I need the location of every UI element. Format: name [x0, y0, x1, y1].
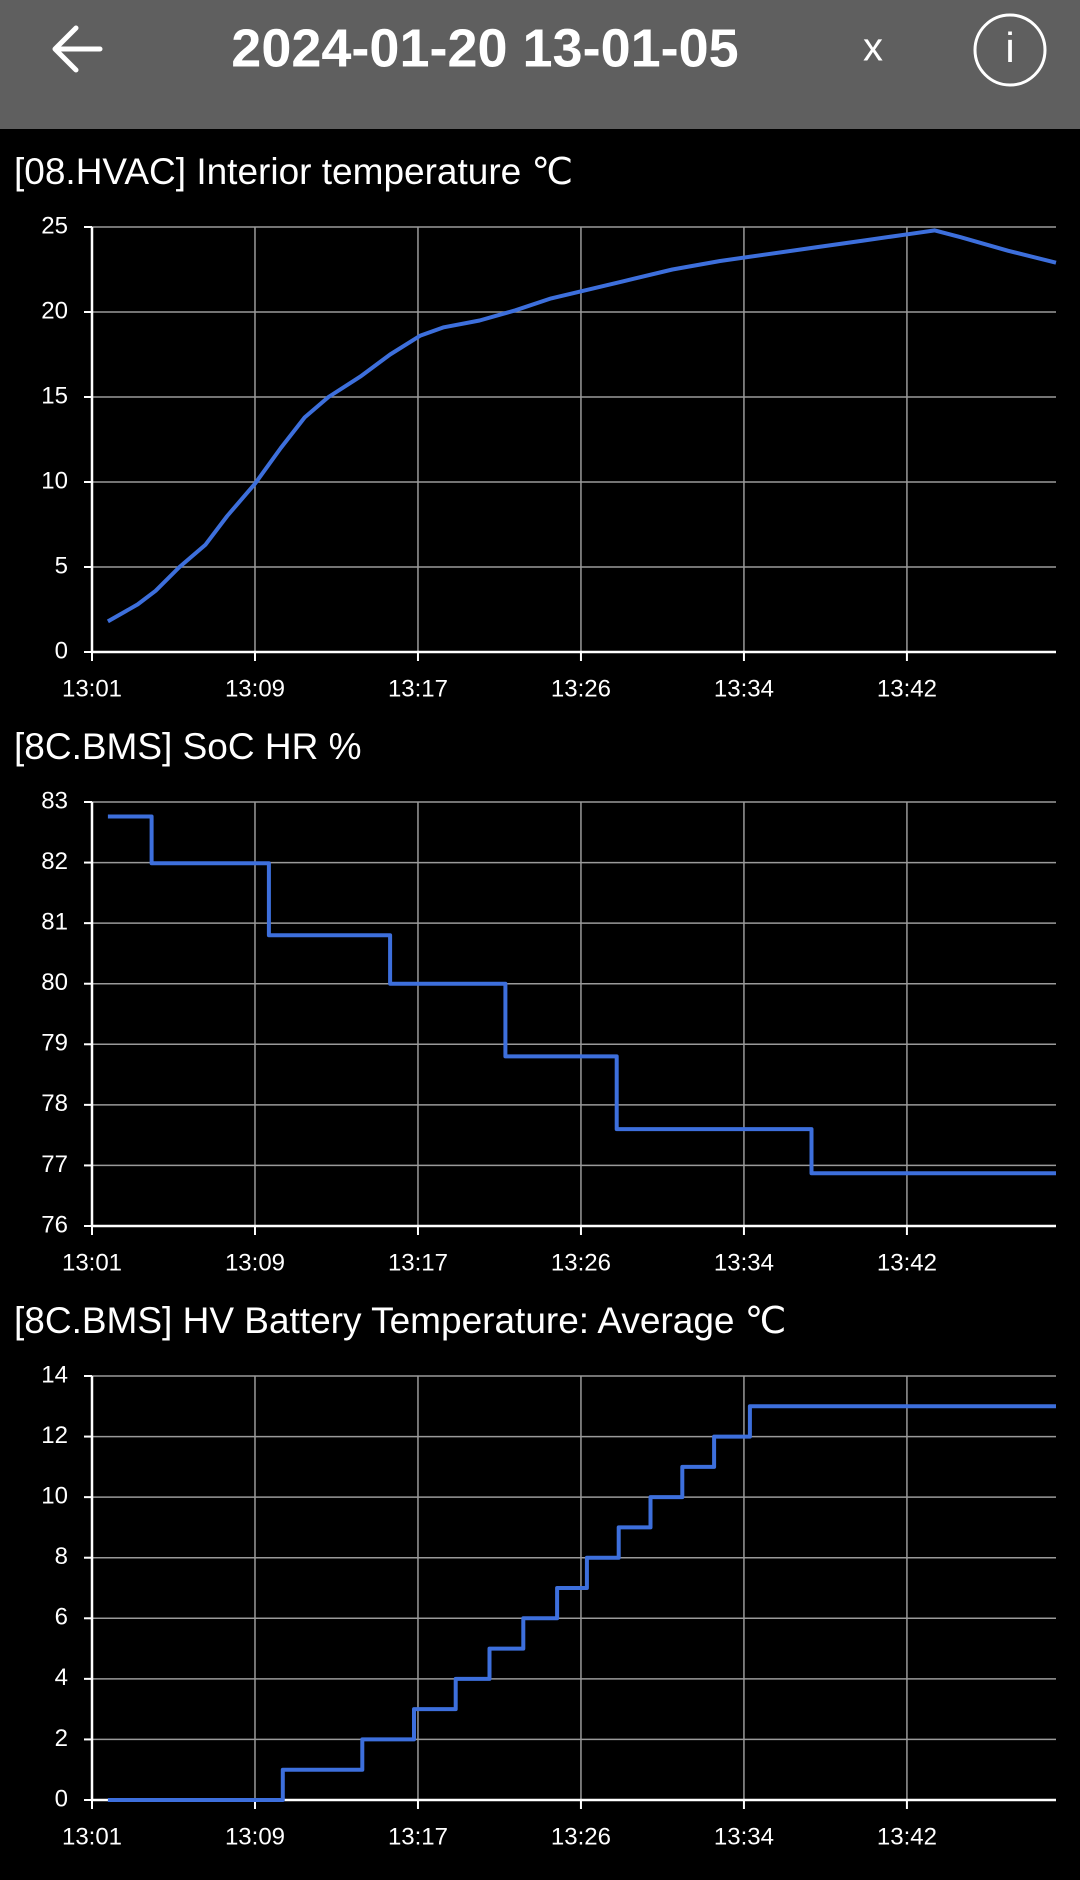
- x-tick-label: 13:42: [877, 1823, 937, 1850]
- chart-title: [8C.BMS] HV Battery Temperature: Average…: [14, 1300, 786, 1341]
- y-tick-label: 81: [41, 908, 68, 935]
- y-tick-label: 82: [41, 848, 68, 875]
- y-tick-label: 83: [41, 787, 68, 814]
- y-tick-label: 5: [55, 552, 68, 579]
- back-button[interactable]: [52, 25, 103, 73]
- x-tick-label: 13:26: [551, 1823, 611, 1850]
- y-tick-label: 10: [41, 467, 68, 494]
- screen-title: 2024-01-20 13-01-05: [231, 18, 738, 78]
- x-tick-label: 13:42: [877, 1249, 937, 1276]
- back-arrow[interactable]: [52, 25, 103, 73]
- y-tick-label: 78: [41, 1090, 68, 1117]
- data-line: [107, 814, 1056, 1176]
- y-tick-label: 76: [41, 1211, 68, 1238]
- chart-title: [08.HVAC] Interior temperature ℃: [14, 151, 573, 192]
- chart-title: [8C.BMS] SoC HR %: [14, 726, 361, 767]
- y-tick-label: 20: [41, 297, 68, 324]
- x-tick-label: 13:34: [714, 1823, 774, 1850]
- x-tick-label: 13:42: [877, 675, 937, 702]
- x-tick-label: 13:17: [388, 1249, 448, 1276]
- y-tick-label: 25: [41, 212, 68, 239]
- x-tick-label: 13:01: [62, 1249, 122, 1276]
- y-tick-label: 14: [41, 1361, 68, 1388]
- x-tick-label: 13:34: [714, 1249, 774, 1276]
- x-tick-label: 13:34: [714, 675, 774, 702]
- x-tick-label: 13:09: [225, 1823, 285, 1850]
- y-tick-label: 80: [41, 969, 68, 996]
- x-tick-label: 13:26: [551, 1249, 611, 1276]
- y-tick-label: 4: [55, 1664, 68, 1691]
- data-line: [107, 1404, 1056, 1802]
- y-tick-label: 15: [41, 382, 68, 409]
- x-tick-label: 13:09: [225, 1249, 285, 1276]
- info-button[interactable]: i: [1005, 24, 1014, 71]
- x-tick-label: 13:26: [551, 675, 611, 702]
- y-tick-label: 2: [55, 1725, 68, 1752]
- x-tick-label: 13:17: [388, 675, 448, 702]
- x-tick-label: 13:17: [388, 1823, 448, 1850]
- x-tick-label: 13:09: [225, 675, 285, 702]
- x-tick-label: 13:01: [62, 675, 122, 702]
- y-tick-label: 0: [55, 637, 68, 664]
- y-tick-label: 6: [55, 1604, 68, 1631]
- y-tick-label: 12: [41, 1422, 68, 1449]
- y-tick-label: 0: [55, 1785, 68, 1812]
- data-line: [106, 228, 1057, 624]
- app-bar: [0, 0, 1080, 129]
- y-tick-label: 77: [41, 1151, 68, 1178]
- info-circle[interactable]: [973, 13, 1047, 87]
- y-tick-label: 8: [55, 1543, 68, 1570]
- y-tick-label: 79: [41, 1030, 68, 1057]
- y-tick-label: 10: [41, 1482, 68, 1509]
- close-button[interactable]: x: [863, 26, 883, 70]
- x-tick-label: 13:01: [62, 1823, 122, 1850]
